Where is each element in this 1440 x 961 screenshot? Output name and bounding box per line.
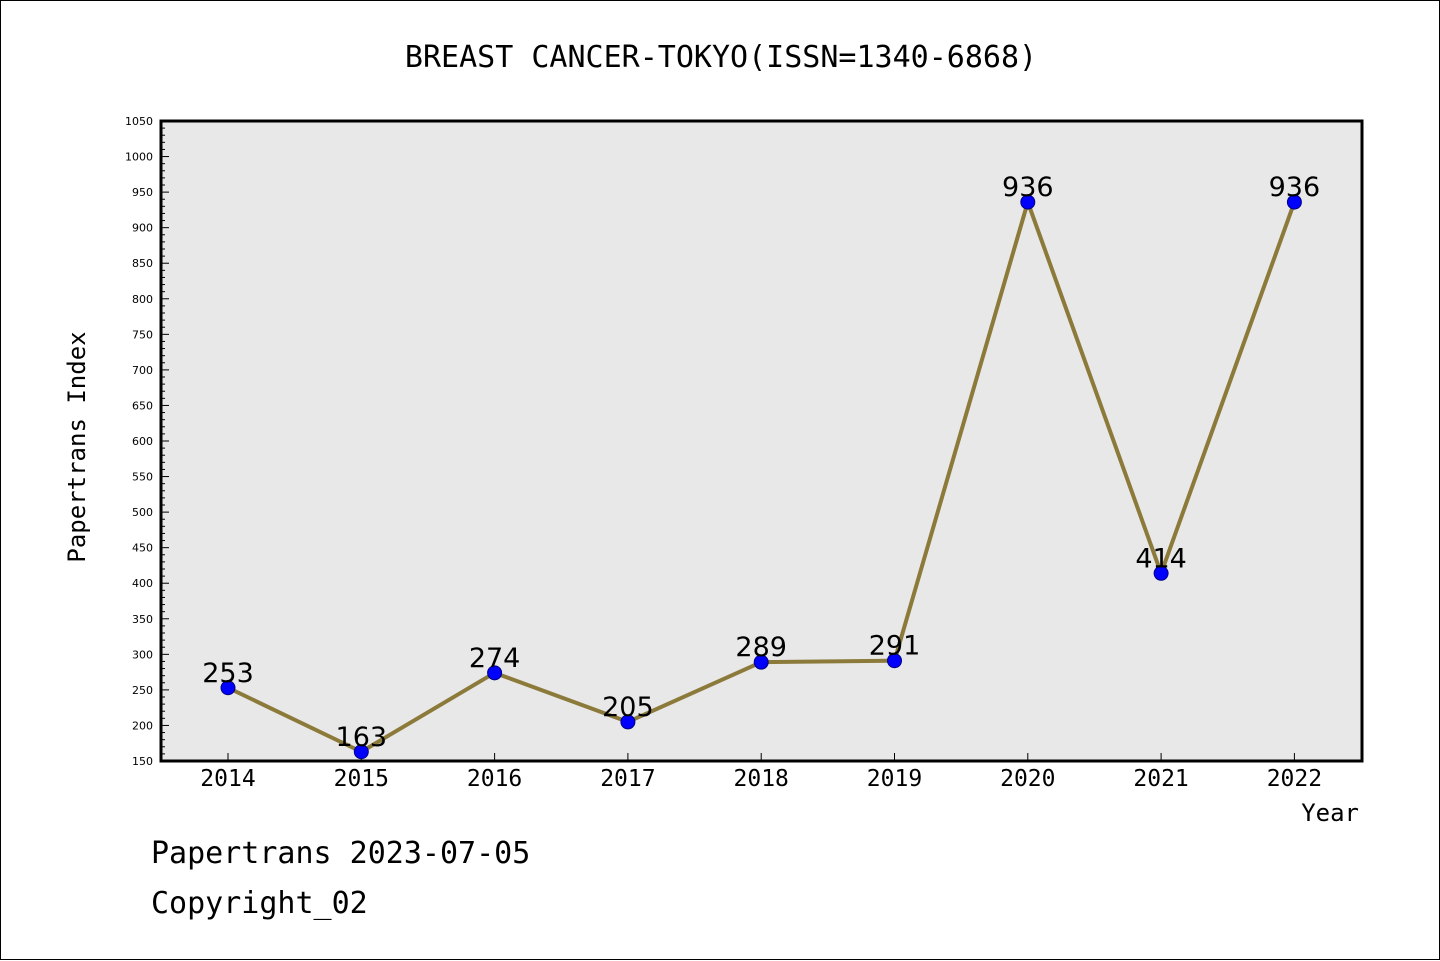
plot-area (159, 119, 1364, 763)
x-axis-ticks: 2014 2015 2016 2017 2018 2019 2020 2021 2022 (200, 753, 1322, 792)
data-point (1153, 565, 1169, 581)
y-tick-label: 550 (132, 471, 153, 484)
data-label: 936 (1269, 172, 1321, 203)
y-tick-label: 600 (132, 435, 153, 448)
y-tick-label: 700 (132, 364, 153, 377)
y-tick-label: 500 (132, 506, 153, 519)
x-tick-label: 2019 (867, 766, 922, 792)
data-label: 163 (336, 722, 388, 753)
x-tick-label: 2015 (334, 766, 389, 792)
data-point (487, 665, 503, 681)
y-tick-label: 650 (132, 399, 153, 412)
data-labels: 253 163 274 205 289 291 936 414 936 (202, 172, 1320, 753)
y-tick-label: 750 (132, 328, 153, 341)
x-axis-label: Year (1301, 799, 1359, 827)
chart-title: BREAST CANCER-TOKYO(ISSN=1340-6868) (405, 40, 1037, 75)
data-point (887, 653, 902, 669)
data-point (620, 714, 636, 730)
data-label: 274 (469, 643, 521, 674)
data-label: 289 (735, 632, 787, 663)
y-tick-label: 850 (132, 257, 153, 270)
footer-date: Papertrans 2023-07-05 (151, 836, 531, 871)
y-tick-label: 1050 (125, 115, 153, 128)
x-tick-label: 2016 (467, 766, 522, 792)
y-axis-label: Papertrans Index (63, 331, 91, 562)
data-point (220, 680, 236, 696)
x-tick-label: 2018 (734, 766, 789, 792)
y-tick-label: 200 (132, 719, 153, 732)
x-tick-label: 2014 (200, 766, 255, 792)
y-tick-label: 450 (132, 542, 153, 555)
data-label: 414 (1135, 543, 1187, 574)
data-point (753, 654, 769, 670)
data-point (1020, 194, 1036, 210)
data-point (1286, 194, 1302, 210)
y-tick-label: 150 (132, 755, 153, 768)
x-tick-label: 2022 (1267, 766, 1322, 792)
data-label: 253 (202, 658, 254, 689)
data-label: 936 (1002, 172, 1054, 203)
x-tick-label: 2020 (1000, 766, 1055, 792)
y-tick-label: 350 (132, 613, 153, 626)
series-markers (220, 194, 1302, 760)
x-tick-label: 2017 (600, 766, 655, 792)
y-tick-label: 900 (132, 222, 153, 235)
y-tick-label: 400 (132, 577, 153, 590)
y-axis-ticks: 150 200 250 300 350 400 450 500 550 600 650 700 750 8… (125, 115, 169, 768)
data-label: 291 (869, 631, 921, 662)
data-point (353, 744, 369, 760)
footer-copyright: Copyright_02 (151, 886, 368, 921)
y-tick-label: 800 (132, 293, 153, 306)
x-tick-label: 2021 (1133, 766, 1188, 792)
data-label: 205 (602, 692, 654, 723)
y-tick-label: 250 (132, 684, 153, 697)
y-tick-label: 950 (132, 186, 153, 199)
y-tick-label: 1000 (125, 151, 153, 164)
y-tick-label: 300 (132, 648, 153, 661)
